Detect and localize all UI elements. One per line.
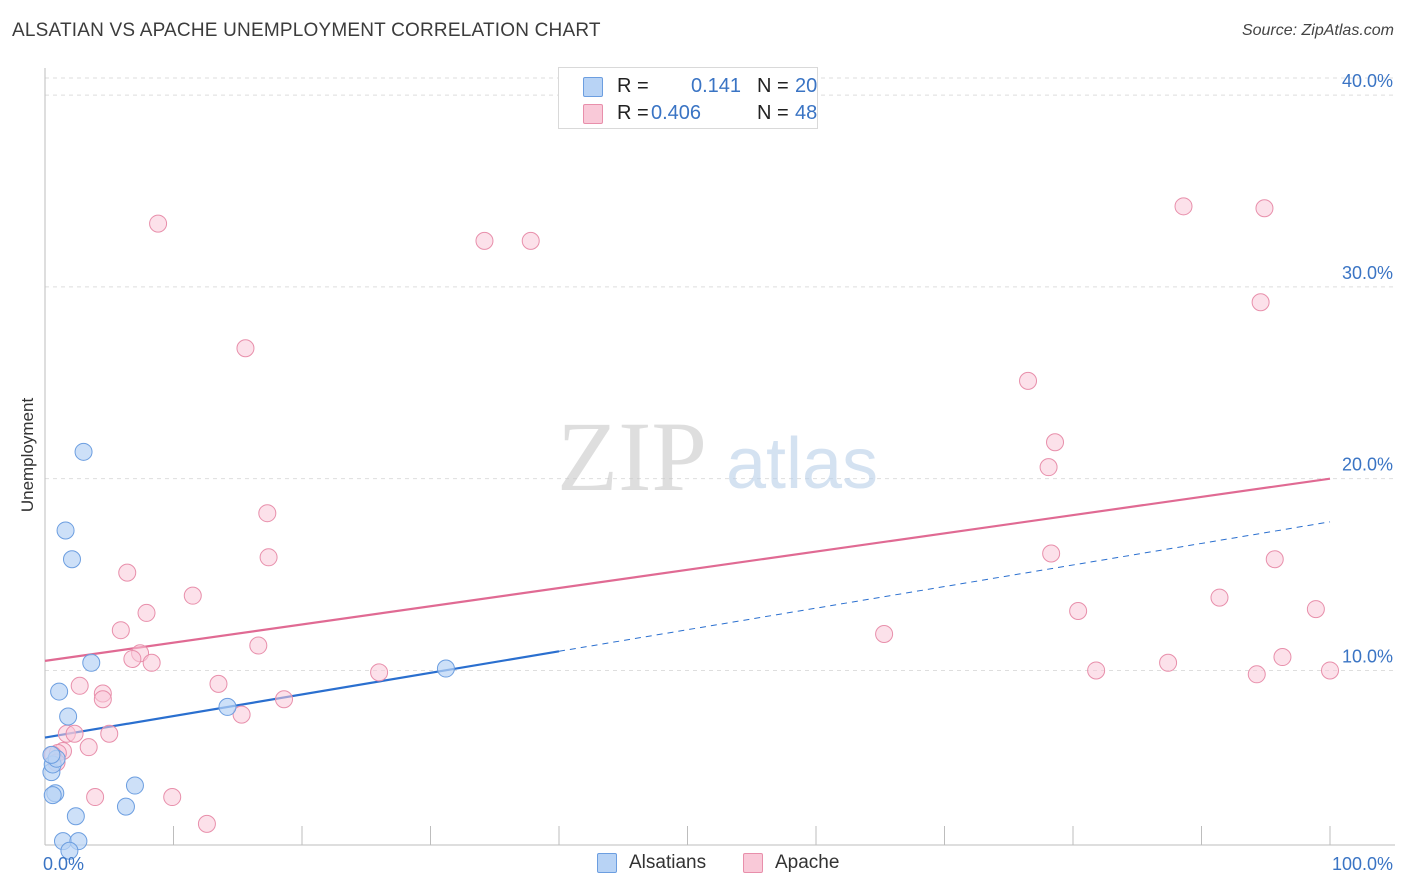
alsatians-point	[56, 521, 75, 540]
r-label: R =	[617, 102, 649, 124]
apache-point	[1273, 648, 1292, 667]
apache-point	[149, 214, 168, 233]
r-label: R =	[617, 75, 649, 97]
apache-point	[93, 690, 112, 709]
alsatians-trend-line	[44, 650, 560, 739]
correlation-legend: R = 0.141 N = 20 R = 0.406 N = 48	[558, 67, 818, 129]
alsatians-point	[218, 697, 237, 716]
chart-title: ALSATIAN VS APACHE UNEMPLOYMENT CORRELAT…	[12, 20, 601, 41]
tick-labels: 10.0% 20.0% 30.0% 40.0% 0.0% 100.0%	[43, 71, 1393, 874]
alsatians-legend-swatch	[597, 853, 617, 873]
apache-point	[209, 674, 228, 693]
y-tick-label: 30.0%	[1342, 263, 1393, 283]
apache-point	[259, 548, 278, 567]
alsatians-legend-label: Alsatians	[629, 852, 707, 873]
apache-point	[65, 724, 84, 743]
alsatians-point	[42, 745, 61, 764]
apache-point	[1069, 602, 1088, 621]
n-label: N =	[757, 102, 789, 124]
alsatians-point	[60, 841, 79, 860]
apache-point	[370, 663, 389, 682]
apache-legend-label: Apache	[775, 852, 840, 873]
y-tick-label: 10.0%	[1342, 646, 1393, 666]
y-tick-label: 40.0%	[1342, 71, 1393, 91]
apache-point	[1174, 197, 1193, 216]
apache-point	[1321, 661, 1339, 680]
source-label: Source: ZipAtlas.com	[1241, 22, 1394, 39]
apache-point	[197, 814, 216, 833]
apache-point	[86, 788, 105, 807]
apache-point	[1019, 371, 1038, 390]
n-label: N =	[757, 75, 789, 97]
apache-point	[100, 724, 119, 743]
apache-point	[163, 788, 182, 807]
apache-point	[1159, 653, 1178, 672]
alsatians-point	[43, 786, 62, 805]
apache-point	[1306, 600, 1325, 619]
n-value: 20	[795, 75, 818, 97]
apache-point	[123, 649, 142, 668]
apache-point	[1255, 199, 1274, 218]
apache-point	[70, 676, 89, 695]
gridlines	[45, 77, 1395, 671]
apache-point	[1251, 293, 1270, 312]
watermark-zip: ZIP	[557, 401, 707, 512]
apache-trend-line	[44, 477, 1331, 662]
apache-point	[275, 690, 294, 709]
apache-point	[1042, 544, 1061, 563]
data-points	[42, 197, 1339, 860]
apache-point	[232, 705, 251, 724]
apache-point	[183, 586, 202, 605]
alsatians-point	[74, 442, 93, 461]
x-tick-label-max: 100.0%	[1332, 854, 1393, 874]
apache-point	[1265, 550, 1284, 569]
alsatians-point	[59, 707, 78, 726]
apache-point	[1039, 458, 1058, 477]
apache-point	[111, 621, 130, 640]
apache-point	[1210, 588, 1229, 607]
alsatians-point	[62, 550, 81, 569]
alsatians-trend-extension	[558, 521, 1331, 652]
r-value: 0.141	[691, 75, 742, 97]
apache-legend-swatch	[743, 853, 763, 873]
apache-point	[137, 603, 156, 622]
r-value: 0.406	[651, 102, 702, 124]
alsatians-point	[82, 653, 101, 672]
n-value: 48	[795, 102, 818, 124]
apache-point	[1087, 661, 1106, 680]
watermark: ZIP atlas	[557, 401, 878, 512]
apache-point	[521, 231, 540, 250]
apache-point	[142, 653, 161, 672]
alsatians-swatch	[583, 77, 603, 97]
apache-point	[1046, 433, 1065, 452]
alsatians-point	[436, 659, 455, 678]
x-tick-label-min: 0.0%	[43, 854, 84, 874]
apache-point	[258, 504, 277, 523]
apache-point	[875, 625, 894, 644]
apache-point	[79, 738, 98, 757]
apache-point	[249, 636, 268, 655]
watermark-atlas: atlas	[726, 424, 878, 504]
apache-point	[236, 339, 255, 358]
apache-swatch	[583, 104, 603, 124]
apache-point	[1247, 665, 1266, 684]
apache-point	[118, 563, 137, 582]
trend-lines	[44, 477, 1331, 739]
alsatians-point	[125, 776, 144, 795]
y-tick-label: 20.0%	[1342, 455, 1393, 475]
apache-point	[475, 231, 494, 250]
alsatians-point	[66, 807, 85, 826]
axes	[44, 68, 1395, 846]
alsatians-point	[50, 682, 69, 701]
alsatians-point	[116, 797, 135, 816]
